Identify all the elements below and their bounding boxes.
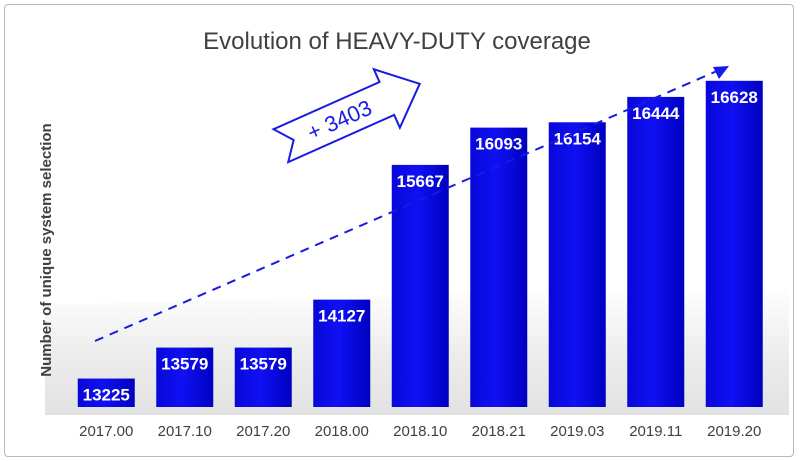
x-tick-label: 2019.20 xyxy=(707,423,761,440)
increase-callout: + 3403 xyxy=(271,67,422,164)
x-tick-label: 2017.20 xyxy=(236,423,290,440)
bar-2018.00 xyxy=(313,299,371,407)
value-label: 14127 xyxy=(318,307,365,326)
bar-2017.00 xyxy=(77,378,135,407)
x-tick-label: 2018.21 xyxy=(472,423,526,440)
bar-2019.20 xyxy=(705,80,763,408)
y-axis-label: Number of unique system selection xyxy=(38,123,55,376)
x-tick-label: 2018.00 xyxy=(315,423,369,440)
bar-2018.21 xyxy=(470,127,528,408)
x-tick-label: 2019.03 xyxy=(550,423,604,440)
bar-2017.20 xyxy=(234,347,292,407)
trend-line xyxy=(94,70,718,342)
chart-frame: Evolution of HEAVY-DUTY coverage Number … xyxy=(4,4,794,457)
bar-chart: Evolution of HEAVY-DUTY coverage Number … xyxy=(38,28,789,440)
value-label: 13579 xyxy=(240,355,287,374)
trend-arrowhead-icon xyxy=(713,66,729,79)
value-label: 16154 xyxy=(554,129,602,148)
bar-2019.11 xyxy=(627,96,685,408)
value-label: 13225 xyxy=(83,386,130,405)
value-label: 15667 xyxy=(397,172,444,191)
x-tick-label: 2017.10 xyxy=(158,423,212,440)
bar-2018.10 xyxy=(391,164,449,407)
x-tick-label: 2019.11 xyxy=(629,423,682,440)
bar-2017.10 xyxy=(156,347,214,407)
value-label: 16628 xyxy=(711,88,758,107)
bars-layer: 13225 2017.00 13579 2017.10 13579 2017.20 1412… xyxy=(77,80,763,440)
x-tick-label: 2017.00 xyxy=(79,423,133,440)
x-tick-label: 2018.10 xyxy=(393,423,447,440)
bar-2019.03 xyxy=(548,122,606,408)
callout-arrow-shape xyxy=(271,67,422,164)
value-label: 16444 xyxy=(632,104,680,123)
value-label: 16093 xyxy=(475,135,522,154)
chart-title: Evolution of HEAVY-DUTY coverage xyxy=(203,28,591,55)
value-label: 13579 xyxy=(161,355,208,374)
trend-arrow xyxy=(94,66,729,342)
